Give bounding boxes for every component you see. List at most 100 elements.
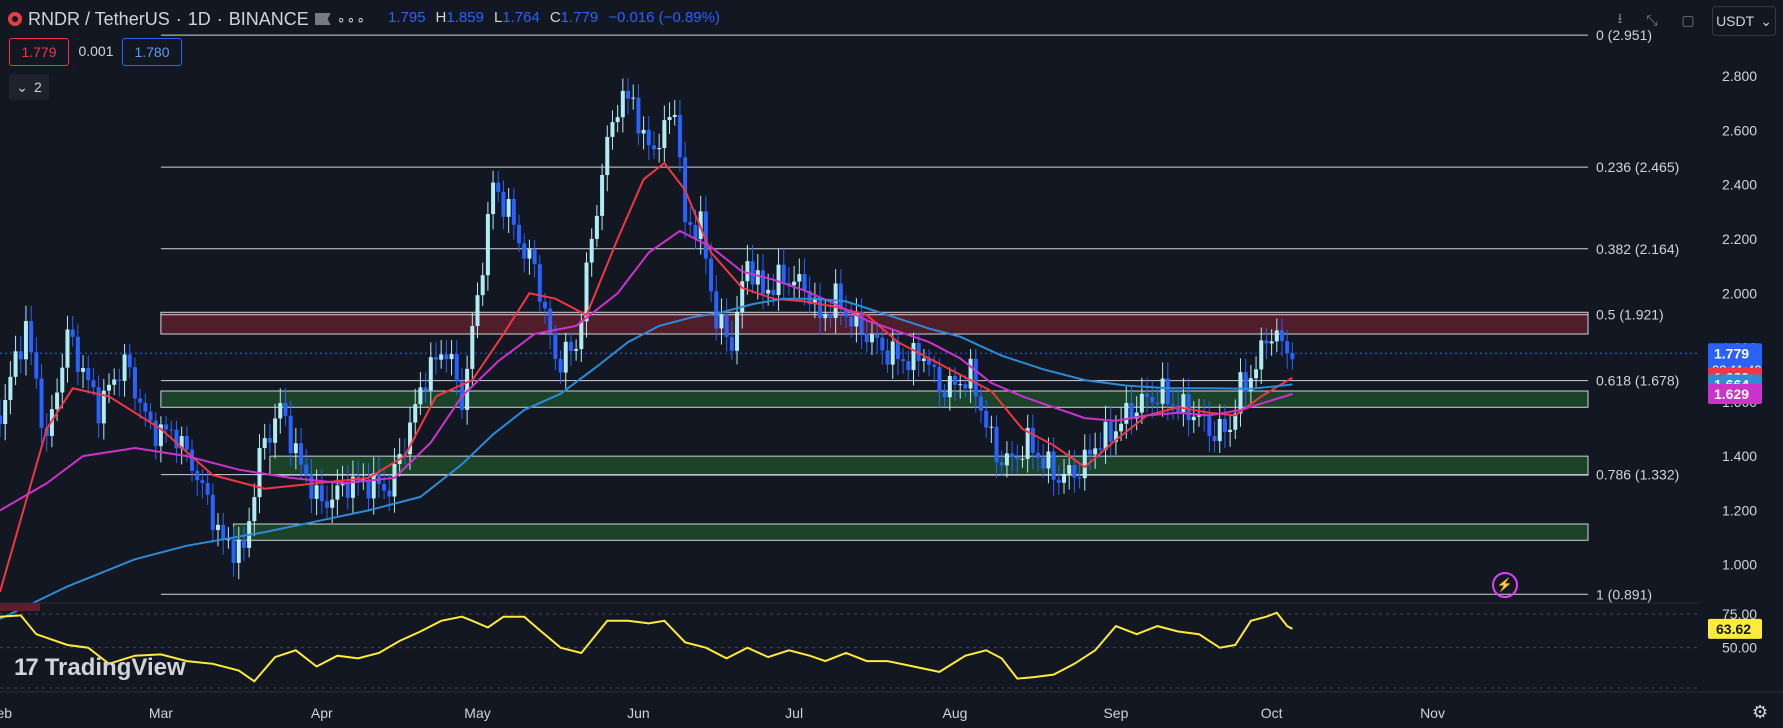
fib-label-2: 0.382 (2.164) [1596, 241, 1679, 257]
candle-body [1056, 479, 1061, 483]
candle-body [23, 321, 28, 360]
candle-body [947, 375, 952, 398]
candle-body [1274, 330, 1279, 342]
rsi-line [0, 611, 1293, 683]
candle-body [138, 398, 143, 403]
brand-name: TradingView [44, 654, 186, 681]
candle-body [335, 485, 340, 500]
candle-body [1082, 449, 1087, 479]
flag-icon[interactable] [314, 13, 331, 25]
candle-body [226, 539, 231, 541]
candle-body [70, 329, 75, 337]
candle-body [844, 309, 849, 317]
candle-body [1062, 473, 1067, 483]
candle-body [350, 476, 355, 498]
candle-body [973, 358, 978, 397]
candle-body [278, 402, 283, 419]
candle-body [1285, 341, 1290, 354]
candle-body [164, 424, 169, 430]
buy-button[interactable]: 1.780 [122, 38, 182, 66]
candle-body [537, 264, 542, 302]
candle-body [127, 354, 132, 368]
candle-body [745, 261, 750, 282]
candle-body [807, 290, 812, 305]
candle-body [1087, 449, 1092, 455]
collapse-icon[interactable]: ⤡ [1646, 11, 1658, 28]
candle-body [1248, 378, 1253, 392]
download-icon[interactable]: ⭳ [1617, 10, 1623, 26]
candle-body [532, 249, 537, 265]
candle-body [148, 411, 153, 421]
candle-body [428, 357, 433, 391]
candle-body [662, 120, 667, 148]
candle-body [190, 449, 195, 471]
candle-body [1139, 393, 1144, 413]
candle-body [1254, 369, 1259, 379]
support-zone-2 [269, 455, 1589, 476]
candle-body [1072, 465, 1077, 478]
candle-body [195, 470, 200, 481]
candle-body [1243, 372, 1248, 392]
candle-body [963, 384, 968, 389]
candle-body [729, 336, 734, 351]
sell-button[interactable]: 1.779 [9, 38, 69, 66]
close-value: 1.779 [560, 9, 599, 26]
gear-icon: ⚙ [1752, 702, 1768, 722]
candle-body [319, 485, 324, 502]
candle-body [766, 289, 771, 294]
currency-select[interactable]: USDT ⌄ [1712, 6, 1776, 36]
x-tick-label-8: Oct [1261, 705, 1283, 721]
candle-body [1217, 419, 1222, 442]
candle-body [921, 358, 926, 361]
candle-body [29, 321, 34, 353]
ma-red-line [0, 161, 1293, 593]
candle-body [491, 182, 496, 215]
candle-body [444, 354, 449, 360]
y-tick-label-2: 1.400 [1722, 448, 1757, 464]
candle-body [1004, 453, 1009, 466]
candle-body [1155, 402, 1160, 404]
candle-body [1129, 403, 1134, 419]
candle-body [91, 380, 96, 388]
x-tick-label-7: Sep [1103, 705, 1128, 721]
candle-body [838, 283, 843, 310]
candle-body [1046, 451, 1051, 469]
candle-body [522, 243, 527, 259]
candle-body [304, 464, 309, 475]
candle-body [371, 473, 376, 499]
candle-body [231, 539, 236, 563]
candle-body [958, 384, 963, 386]
tradingview-logo[interactable]: 17 TradingView [14, 654, 186, 682]
more-options-icon[interactable]: ∘∘∘ [336, 10, 367, 27]
candle-body [984, 410, 989, 428]
candle-body [953, 375, 958, 385]
candle-body [999, 462, 1004, 466]
symbol-name[interactable]: RNDR / TetherUS [28, 8, 170, 29]
indicators-toggle[interactable]: ⌄ 2 [9, 74, 49, 100]
interval-label[interactable]: 1D [187, 8, 211, 29]
candle-body [1176, 405, 1181, 413]
indicators-count: 2 [33, 79, 42, 95]
candle-body [184, 436, 189, 450]
candle-body [932, 364, 937, 367]
candle-body [610, 122, 615, 137]
symbol-info[interactable]: RNDR / TetherUS · 1D · BINANCE ∘∘∘ [0, 5, 374, 34]
candle-body [1015, 457, 1020, 459]
candle-body [345, 481, 350, 498]
candle-body [1103, 421, 1108, 450]
y-tick-label-5: 2.000 [1722, 285, 1757, 301]
candle-body [703, 211, 708, 259]
candle-body [288, 415, 293, 454]
candle-body [885, 350, 890, 365]
candle-body [553, 333, 558, 359]
candle-body [542, 301, 547, 309]
candle-body [568, 341, 573, 351]
fullscreen-icon[interactable]: ▢ [1681, 11, 1695, 28]
candle-body [735, 312, 740, 351]
candle-body [153, 420, 158, 447]
candle-body [117, 379, 122, 381]
bolt-icon[interactable]: ⚡ [1492, 572, 1518, 598]
candle-body [60, 367, 65, 393]
fib-label-6: 1 (0.891) [1596, 586, 1652, 602]
